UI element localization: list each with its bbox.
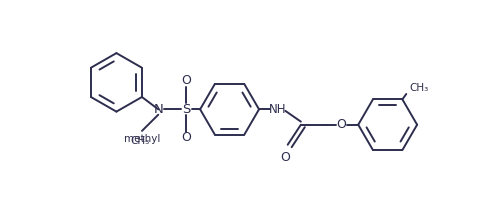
Text: O: O — [181, 131, 191, 144]
Text: CH₃: CH₃ — [131, 136, 150, 145]
Text: O: O — [280, 151, 290, 164]
Text: O: O — [335, 118, 346, 131]
Text: O: O — [181, 74, 191, 87]
Text: CH₃: CH₃ — [408, 83, 428, 93]
Text: methyl: methyl — [123, 134, 160, 144]
Text: NH: NH — [268, 103, 286, 116]
Text: S: S — [182, 103, 190, 116]
Text: N: N — [153, 103, 163, 116]
